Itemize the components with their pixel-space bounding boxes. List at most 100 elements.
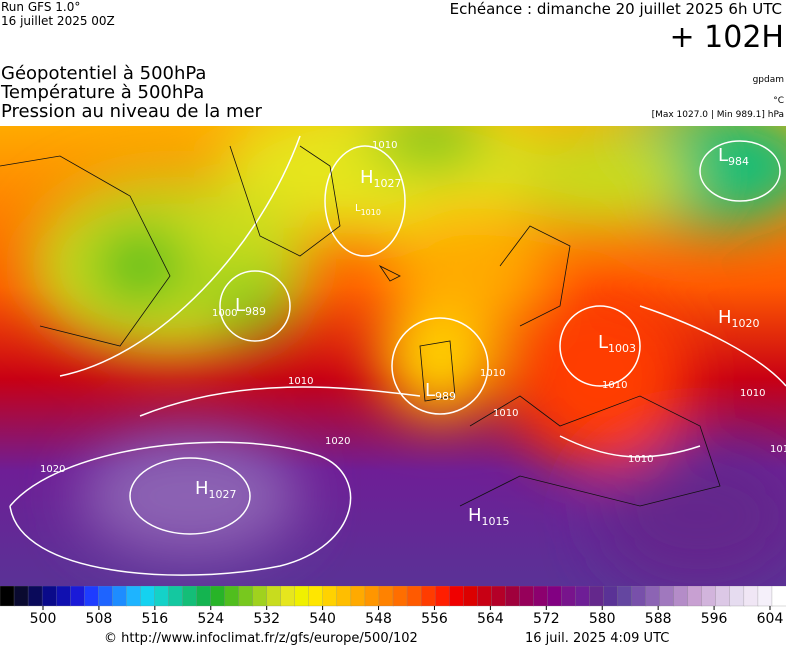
colorbar-swatch [477,586,492,607]
pressure-center: L989 [425,380,456,403]
colorbar-swatch [294,586,310,607]
colorbar-swatch [168,586,184,607]
center-value: 984 [728,155,749,168]
colorbar-swatch [0,586,15,607]
center-letter: L [235,295,245,316]
center-letter: H [360,167,374,188]
colorbar-swatch [448,586,464,607]
colorbar-swatch [252,586,268,607]
center-letter: L [355,203,361,214]
generated-time: 16 juil. 2025 4:09 UTC [525,631,670,646]
colorbar-swatch [308,586,324,607]
colorbar-swatch [434,586,450,607]
colorbar-swatch [196,586,212,607]
unit: [Max 1027.0 | Min 989.1] hPa [651,110,784,120]
colorbar-swatch [322,586,338,607]
unit: °C [773,96,784,106]
colorbar-swatch [757,586,773,607]
isobar-label: 1010 [770,444,786,455]
colorbar-swatch [673,586,689,607]
colorbar-swatch [491,586,506,607]
colorbar-swatch [631,586,647,607]
colorbar-swatch [575,586,591,607]
map: H1027L1010L989L984H1020L1003L989H1027H10… [0,126,786,586]
pressure-center: L1003 [598,332,636,355]
colorbar-swatch [561,586,577,607]
run-date: 16 juillet 2025 00Z [1,14,115,28]
center-value: 1027 [374,177,402,190]
colorbar-swatch [406,586,422,607]
colorbar-swatch [182,586,198,607]
center-letter: H [468,505,482,526]
isobar-label: 1010 [493,408,518,419]
colorbar-tick-label: 524 [197,611,224,626]
colorbar: 500 508 516 524 532 540 548 556 564 572 580 588 596 6… [0,586,786,626]
colorbar-swatch [70,586,85,607]
colorbar-tick-label: 556 [421,611,448,626]
colorbar-swatch [41,586,57,607]
colorbar-swatch [350,586,366,607]
source-url: © http://www.infoclimat.fr/z/gfs/europe/… [104,631,418,646]
colorbar-tick-label: 548 [365,611,392,626]
colorbar-swatch [771,586,786,607]
center-value: 989 [245,305,266,318]
center-value: 1003 [608,342,636,355]
colorbar-tick-label: 540 [309,611,336,626]
center-value: 1020 [732,317,760,330]
colorbar-swatch [617,586,633,607]
colorbar-swatch [364,586,380,607]
colorbar-swatch [687,586,703,607]
colorbar-swatch [729,586,745,607]
isobar-label: 1020 [325,436,350,447]
colorbar-swatch [533,586,549,607]
pressure-center: H1027 [360,167,402,190]
colorbar-swatch [112,586,127,607]
colorbar-swatch [505,586,520,607]
isobar-label: 1010 [372,140,397,151]
colorbar-tick-label: 588 [645,611,672,626]
isobar-label: 1010 [480,368,505,379]
colorbar-tick-label: 564 [477,611,504,626]
colorbar-swatch [701,586,717,607]
colorbar-tick-label: 532 [253,611,280,626]
isobar-label: 1020 [40,464,65,475]
valid-time: Echéance : dimanche 20 juillet 2025 6h U… [449,0,782,18]
colorbar-tick-label: 580 [589,611,616,626]
pressure-center: H1020 [718,307,760,330]
colorbar-swatch [420,586,436,607]
colorbar-tick-label: 500 [30,611,57,626]
center-value: 1010 [361,208,381,217]
colorbar-swatch [589,586,605,607]
colorbar-swatch [715,586,731,607]
pressure-center: H1027 [195,478,237,501]
layer: Pression au niveau de la mer [1,101,262,122]
colorbar-swatch [126,586,142,607]
colorbar-swatch [463,586,478,607]
layer: Température à 500hPa [1,82,205,103]
colorbar-swatch [743,586,759,607]
colorbar-swatch [392,586,408,607]
colorbar-swatch [645,586,661,607]
pressure-center: H1015 [468,505,510,528]
colorbar-swatch [210,586,226,607]
colorbar-tick-label: 516 [141,611,168,626]
colorbar-tick-label: 596 [701,611,728,626]
colorbar-swatch [603,586,619,607]
colorbar-swatch [659,586,675,607]
center-letter: H [195,478,209,499]
isobar-label: 1010 [602,380,627,391]
layer: Géopotentiel à 500hPa [1,63,207,84]
colorbar-swatch [140,586,156,607]
colorbar-swatch [98,586,113,607]
colorbar-swatch [266,586,282,607]
center-letter: H [718,307,732,328]
colorbar-swatch [27,586,43,607]
colorbar-swatch [84,586,99,607]
colorbar-swatch [280,586,296,607]
colorbar-tick-label: 572 [533,611,560,626]
colorbar-swatch [547,586,563,607]
center-letter: L [425,380,435,401]
center-letter: L [598,332,608,353]
colorbar-swatch [378,586,394,607]
